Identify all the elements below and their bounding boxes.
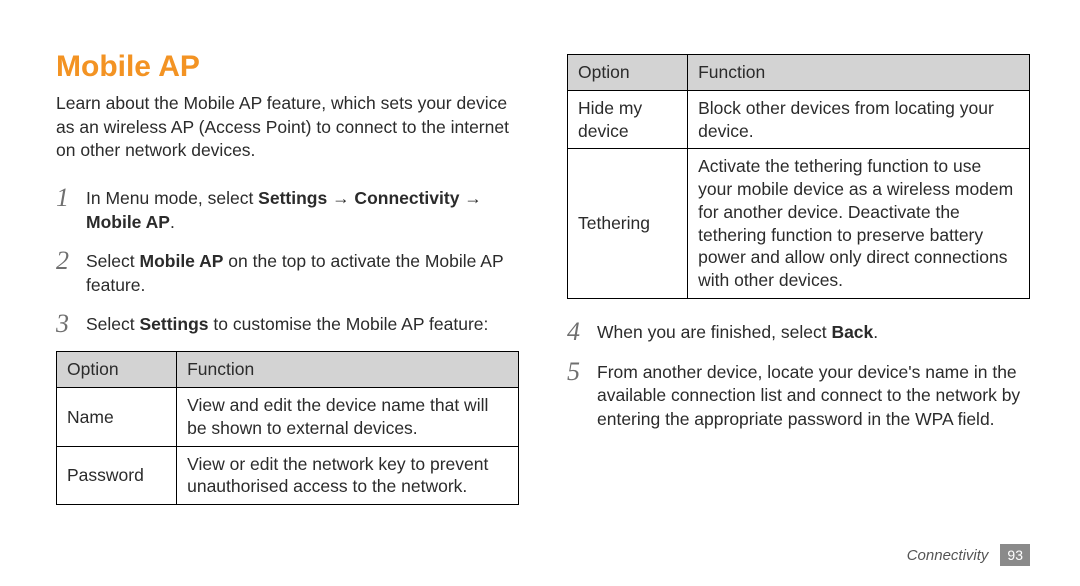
table-cell: Name <box>57 388 177 447</box>
table-cell: Block other devices from locating your d… <box>688 90 1030 149</box>
table-row: Tethering Activate the tethering functio… <box>568 149 1030 299</box>
step-4: 4 When you are finished, select Back. <box>567 319 1030 345</box>
step-text: From another device, locate your device'… <box>597 359 1030 432</box>
table-header-row: Option Function <box>568 55 1030 91</box>
step-bold: Settings <box>140 314 209 334</box>
step-text: Select Settings to customise the Mobile … <box>86 311 488 337</box>
step-suffix: . <box>170 212 175 232</box>
table-cell: View and edit the device name that will … <box>177 388 519 447</box>
section-title: Mobile AP <box>56 50 519 84</box>
step-prefix: In Menu mode, select <box>86 188 258 208</box>
table-header-cell: Option <box>568 55 688 91</box>
step-1: 1 In Menu mode, select Settings → Connec… <box>56 185 519 234</box>
step-text: When you are finished, select Back. <box>597 319 878 345</box>
intro-paragraph: Learn about the Mobile AP feature, which… <box>56 92 519 163</box>
options-table-2: Option Function Hide my device Block oth… <box>567 54 1030 299</box>
step-text: Select Mobile AP on the top to activate … <box>86 248 519 297</box>
step-number: 1 <box>56 185 86 211</box>
footer-page-number: 93 <box>1000 544 1030 566</box>
table-row: Hide my device Block other devices from … <box>568 90 1030 149</box>
step-number: 5 <box>567 359 597 385</box>
table-cell: Password <box>57 446 177 505</box>
step-text: In Menu mode, select Settings → Connecti… <box>86 185 519 234</box>
left-column: Mobile AP Learn about the Mobile AP feat… <box>56 50 519 505</box>
step-prefix: When you are finished, select <box>597 322 831 342</box>
page-body: Mobile AP Learn about the Mobile AP feat… <box>0 0 1080 505</box>
step-number: 3 <box>56 311 86 337</box>
table-header-cell: Option <box>57 352 177 388</box>
table-cell: Tethering <box>568 149 688 299</box>
step-prefix: Select <box>86 251 140 271</box>
right-column: Option Function Hide my device Block oth… <box>567 50 1030 505</box>
table-cell: View or edit the network key to prevent … <box>177 446 519 505</box>
footer-section-label: Connectivity <box>907 547 989 564</box>
table-cell: Activate the tethering function to use y… <box>688 149 1030 299</box>
options-table-1: Option Function Name View and edit the d… <box>56 351 519 505</box>
table-cell: Hide my device <box>568 90 688 149</box>
step-number: 2 <box>56 248 86 274</box>
step-number: 4 <box>567 319 597 345</box>
step-suffix: to customise the Mobile AP feature: <box>209 314 489 334</box>
step-bold: Mobile AP <box>140 251 224 271</box>
step-3: 3 Select Settings to customise the Mobil… <box>56 311 519 337</box>
step-5: 5 From another device, locate your devic… <box>567 359 1030 432</box>
table-header-cell: Function <box>177 352 519 388</box>
table-row: Password View or edit the network key to… <box>57 446 519 505</box>
page-footer: Connectivity 93 <box>907 544 1030 566</box>
step-prefix: Select <box>86 314 140 334</box>
step-bold: Back <box>831 322 873 342</box>
table-header-row: Option Function <box>57 352 519 388</box>
table-row: Name View and edit the device name that … <box>57 388 519 447</box>
step-suffix: . <box>873 322 878 342</box>
step-2: 2 Select Mobile AP on the top to activat… <box>56 248 519 297</box>
table-header-cell: Function <box>688 55 1030 91</box>
